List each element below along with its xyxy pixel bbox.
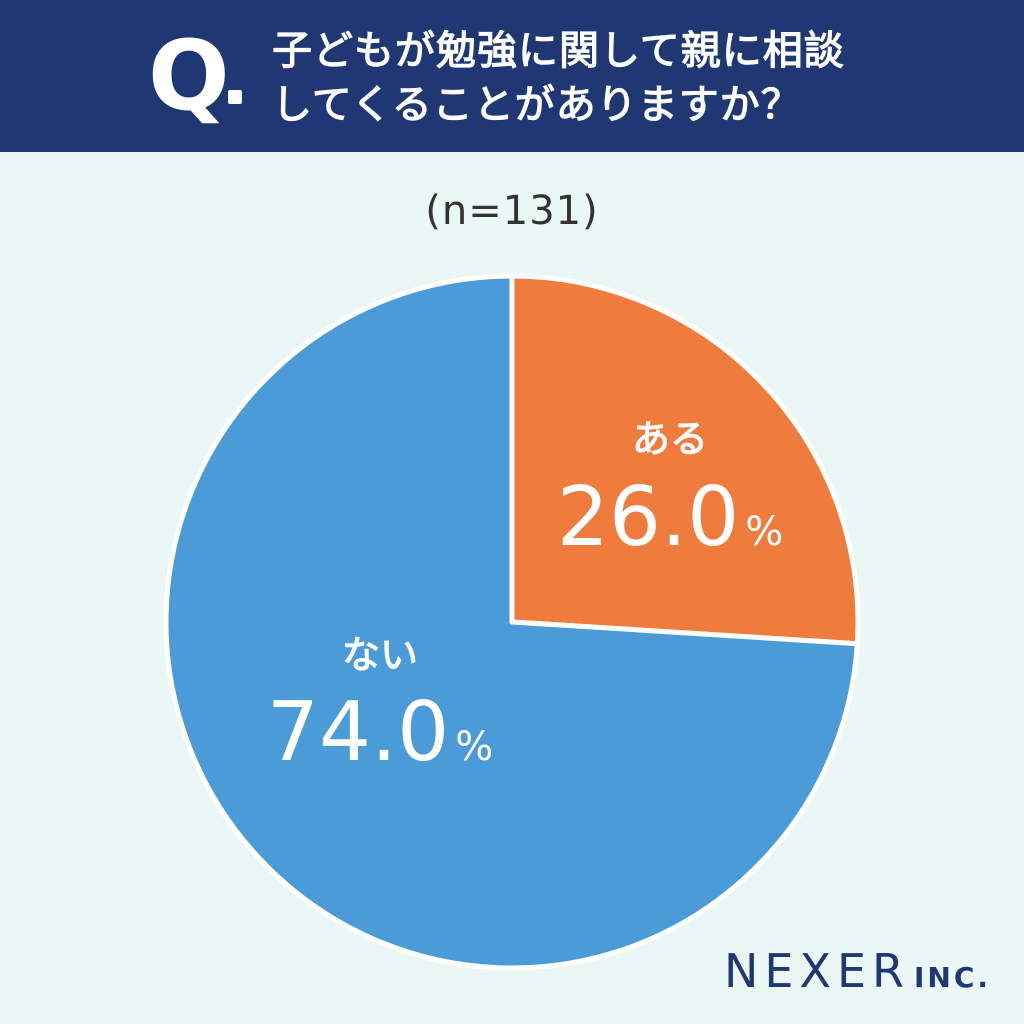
slice-label-2: ない — [342, 633, 418, 677]
nexer-logo: NEXER INC. — [724, 944, 991, 998]
slice-value-2: 74.0% — [267, 685, 494, 780]
question-text: 子どもが勉強に関して親に相談 してくることがありますか？ — [272, 24, 972, 132]
pie-slice-2 — [163, 273, 860, 971]
pie-slice-1 — [509, 273, 861, 647]
slice-value-1: 26.0% — [557, 470, 784, 565]
slice-label-1: ある — [632, 417, 708, 461]
sample-size-label: (n=131) — [425, 188, 599, 234]
q-dot — [228, 90, 242, 104]
q-mark: Q — [148, 20, 230, 132]
logo-suffix: INC. — [914, 961, 992, 994]
question-line-2: してくることがありますか？ — [272, 82, 802, 128]
question-banner: Q 子どもが勉強に関して親に相談 してくることがありますか？ — [0, 0, 1024, 152]
logo-name: NEXER — [724, 944, 911, 998]
question-line-1: 子どもが勉強に関して親に相談 — [272, 28, 845, 74]
